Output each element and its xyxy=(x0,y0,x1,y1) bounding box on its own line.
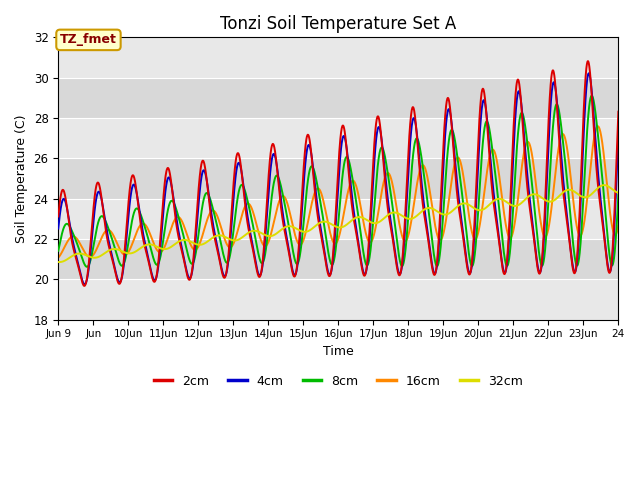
16cm xyxy=(594,123,602,129)
8cm xyxy=(588,93,596,98)
Line: 4cm: 4cm xyxy=(58,73,618,284)
Line: 8cm: 8cm xyxy=(58,96,618,267)
32cm xyxy=(54,259,62,265)
32cm xyxy=(600,182,608,188)
8cm xyxy=(410,143,418,149)
2cm xyxy=(609,249,616,255)
Bar xyxy=(58,37,618,78)
4cm xyxy=(81,281,88,287)
16cm xyxy=(529,156,536,162)
16cm xyxy=(410,200,418,206)
Bar xyxy=(58,279,618,320)
8cm xyxy=(529,190,537,196)
2cm xyxy=(54,214,62,219)
4cm xyxy=(529,224,537,230)
4cm xyxy=(614,132,622,137)
16cm xyxy=(54,255,62,261)
4cm xyxy=(495,239,503,244)
32cm xyxy=(56,259,63,265)
X-axis label: Time: Time xyxy=(323,345,354,358)
8cm xyxy=(83,264,91,270)
Bar xyxy=(58,239,618,279)
32cm xyxy=(460,201,467,206)
8cm xyxy=(614,192,622,197)
32cm xyxy=(170,242,177,248)
16cm xyxy=(169,220,177,226)
Y-axis label: Soil Temperature (C): Soil Temperature (C) xyxy=(15,114,28,243)
Line: 16cm: 16cm xyxy=(58,126,618,258)
32cm xyxy=(614,190,622,196)
Legend: 2cm, 4cm, 8cm, 16cm, 32cm: 2cm, 4cm, 8cm, 16cm, 32cm xyxy=(148,370,528,393)
32cm xyxy=(529,192,537,197)
16cm xyxy=(609,224,616,230)
2cm xyxy=(81,283,88,289)
2cm xyxy=(410,108,418,114)
4cm xyxy=(410,116,418,121)
Bar xyxy=(58,158,618,199)
32cm xyxy=(410,215,418,220)
Text: TZ_fmet: TZ_fmet xyxy=(60,34,117,47)
4cm xyxy=(609,254,616,260)
2cm xyxy=(495,241,503,247)
Bar xyxy=(58,199,618,239)
4cm xyxy=(54,226,62,231)
8cm xyxy=(170,199,177,204)
4cm xyxy=(585,71,593,76)
16cm xyxy=(495,172,503,178)
8cm xyxy=(460,204,467,210)
4cm xyxy=(460,235,467,240)
Bar xyxy=(58,78,618,118)
2cm xyxy=(614,109,622,115)
Line: 32cm: 32cm xyxy=(58,185,618,262)
8cm xyxy=(54,248,62,253)
32cm xyxy=(609,186,616,192)
2cm xyxy=(170,196,177,202)
8cm xyxy=(609,262,616,268)
Line: 2cm: 2cm xyxy=(58,61,618,286)
2cm xyxy=(529,228,537,234)
4cm xyxy=(170,193,177,199)
16cm xyxy=(460,174,467,180)
Title: Tonzi Soil Temperature Set A: Tonzi Soil Temperature Set A xyxy=(220,15,456,33)
32cm xyxy=(495,196,503,202)
Bar xyxy=(58,118,618,158)
16cm xyxy=(614,223,622,228)
2cm xyxy=(584,58,592,64)
8cm xyxy=(495,207,503,213)
2cm xyxy=(460,238,467,243)
